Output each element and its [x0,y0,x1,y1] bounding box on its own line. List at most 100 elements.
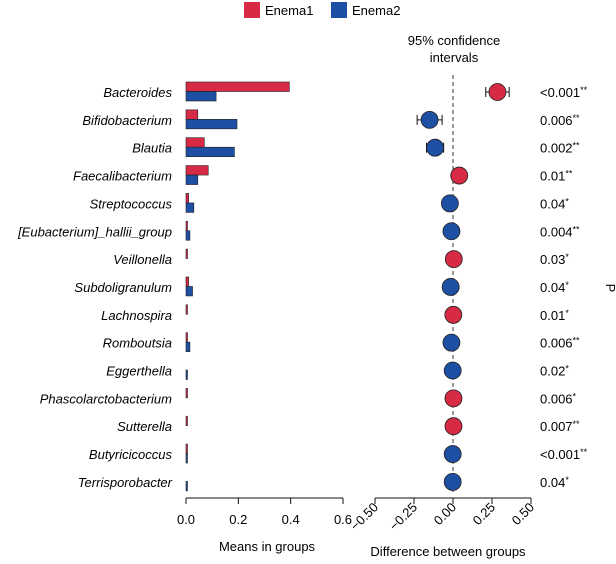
difference-point [443,472,462,491]
p-value-label: 0.01** [540,169,573,184]
difference-point [488,83,507,101]
bar-enema2 [185,146,235,157]
means-axis-title: Means in groups [219,539,316,554]
taxon-label: Terrisporobacter [78,475,173,490]
taxon-label: Bifidobacterium [82,113,172,128]
taxa-rows: Bacteroides <0.001** Bifidobacterium 0.006*… [17,75,588,493]
taxon-label: Romboutsia [103,336,172,351]
bar-enema2 [185,481,188,492]
p-value-label: 0.006** [540,113,580,128]
bar-enema1 [185,276,189,287]
bar-enema2 [185,91,217,102]
taxon-label: Sutterella [117,419,172,434]
taxon-row: Blautia 0.002** [132,137,580,157]
p-value-label: 0.006** [540,336,580,351]
legend-label-enema2: Enema2 [352,3,400,18]
means-axis-tick-label: 0.2 [229,512,247,527]
difference-point [444,305,463,324]
significance-stars: * [565,308,569,318]
significance-stars: ** [580,447,588,457]
difference-axis-tick-label: 0.00 [431,500,460,529]
bar-enema2 [185,453,188,464]
legend-swatch-enema1 [244,2,260,18]
bar-enema1 [185,443,188,454]
taxon-row: Bifidobacterium 0.006** [82,109,580,130]
p-value-label: 0.006* [540,391,577,406]
means-axis: Means in groups 0.0 0.2 0.4 0.6 [177,497,352,554]
taxon-label: Butyricicoccus [89,447,173,462]
means-axis-tick-label: 0.0 [177,512,195,527]
taxon-row: Lachnospira 0.01* [101,304,569,324]
difference-point [443,445,462,463]
difference-point [450,166,469,185]
significance-stars: * [565,252,569,262]
taxon-label: Blautia [132,141,172,156]
p-value-label: 0.002** [540,141,580,156]
bar-enema2 [185,230,191,241]
significance-stars: ** [565,169,573,179]
difference-axis-tick-label: −0.50 [347,500,381,534]
p-value-label: 0.007** [540,419,580,434]
difference-point [444,417,463,436]
difference-axis-tick-label: −0.25 [386,500,420,534]
difference-point [426,138,444,157]
bar-enema2 [185,119,238,130]
taxon-row: Romboutsia 0.006** [103,332,580,352]
taxon-label: [Eubacterium]_hallii_group [17,224,172,239]
taxon-row: [Eubacterium]_hallii_group 0.004** [17,220,580,241]
significance-stars: ** [580,85,588,95]
bar-enema1 [185,388,188,399]
difference-point [444,250,463,269]
bar-enema1 [185,220,188,232]
taxon-row: Streptococcus 0.04* [90,193,569,213]
p-value-label: 0.03* [540,252,569,267]
significance-stars: ** [573,336,581,346]
bar-enema1 [185,304,188,315]
significance-stars: * [573,391,577,401]
taxon-row: Sutterella 0.007** [117,415,580,436]
bar-enema2 [185,286,193,297]
taxon-label: Streptococcus [90,196,173,211]
bar-enema2 [185,202,195,213]
p-value-label: 0.004** [540,224,580,239]
difference-point [440,194,459,213]
difference-axis-tick-label: 0.50 [509,500,538,529]
legend-label-enema1: Enema1 [265,3,313,18]
means-axis-tick-label: 0.4 [282,512,300,527]
significance-stars: ** [573,419,581,429]
bar-enema1 [185,332,188,343]
taxon-label: Subdoligranulum [74,280,172,295]
p-value-label: 0.04* [540,196,569,211]
taxon-label: Bacteroides [103,85,172,100]
significance-stars: ** [573,141,581,151]
difference-axis-tick-label: 0.25 [470,500,499,529]
p-axis-label: P [603,284,616,293]
taxon-row: Bacteroides <0.001** [103,81,588,102]
difference-point [444,389,463,408]
ci-title-line1: 95% confidence [408,33,501,48]
bar-enema1 [185,415,188,427]
bar-enema2 [185,174,199,185]
taxon-label: Phascolarctobacterium [40,391,172,406]
bar-enema2 [185,341,191,352]
difference-point [441,278,460,296]
ci-title-line2: intervals [430,50,479,65]
significance-stars: * [565,196,569,206]
taxon-row: Butyricicoccus <0.001** [89,443,588,464]
bar-enema1 [185,248,188,259]
taxon-row: Veillonella 0.03* [113,248,569,269]
significance-stars: ** [573,113,581,123]
taxon-label: Veillonella [113,252,172,267]
p-value-label: 0.01* [540,308,569,323]
difference-point [442,333,461,352]
p-value-label: 0.02* [540,364,569,379]
significance-stars: * [565,364,569,374]
p-value-label: 0.04* [540,475,569,490]
p-value-label: <0.001** [540,85,588,100]
bar-enema2 [185,369,188,380]
taxon-row: Subdoligranulum 0.04* [74,276,569,297]
bar-enema1 [185,109,199,120]
significance-stars: * [565,475,569,485]
taxon-label: Eggerthella [106,364,172,379]
